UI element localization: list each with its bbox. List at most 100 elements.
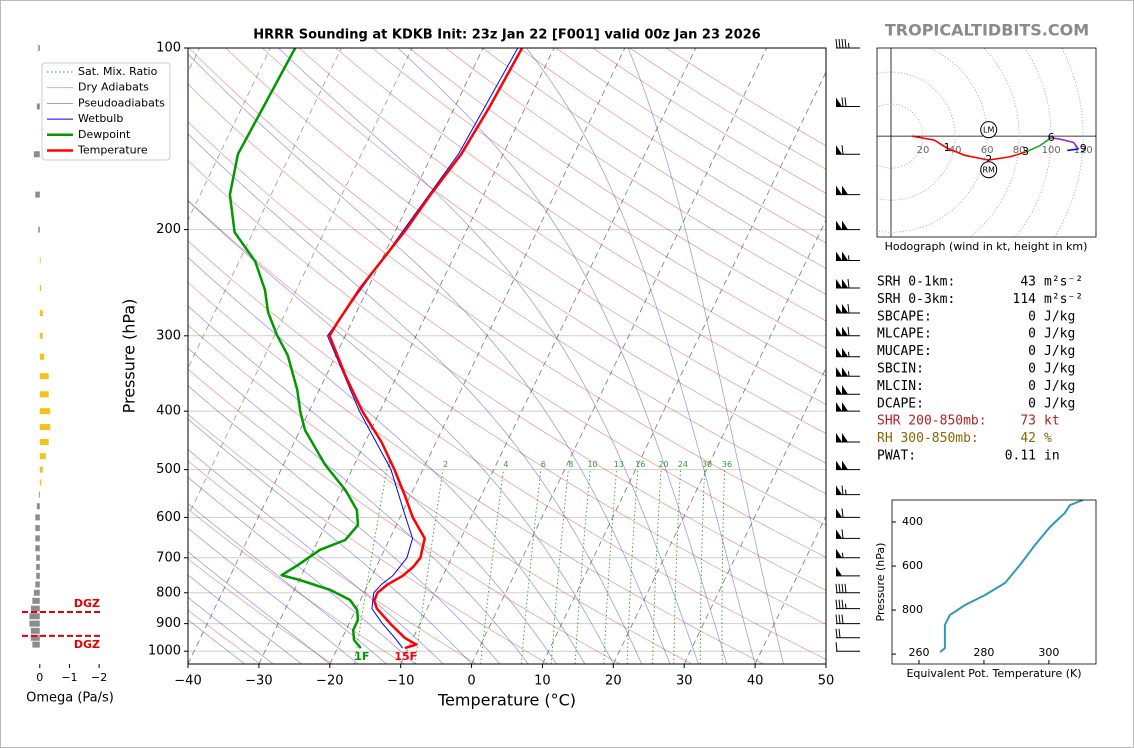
mixing-ratio-label: 1: [387, 460, 392, 469]
stat-value: 0: [1028, 362, 1036, 377]
omega-bar: [35, 525, 40, 532]
stat-label: MLCAPE:: [877, 327, 932, 342]
barb-flag: [836, 433, 842, 443]
wind-barb: [836, 460, 860, 471]
wind-barb: [836, 508, 860, 518]
x-tick-label: 10: [534, 674, 551, 689]
hodo-ring-label: 100: [1042, 145, 1061, 156]
omega-bar: [38, 45, 40, 51]
thetae-y-tick-label: 400: [902, 515, 923, 528]
pseudoadiabat: [627, 48, 784, 664]
dry-adiabat: [188, 460, 477, 664]
barb-half: [845, 603, 847, 609]
dry-adiabat: [188, 324, 692, 664]
legend-label: Dewpoint: [78, 128, 131, 141]
stat-unit: J/kg: [1044, 396, 1075, 411]
dry-adiabat: [188, 508, 405, 664]
mixing-ratio-label: 20: [658, 460, 668, 469]
pseudoadiabat: [188, 200, 614, 664]
x-tick-label: 40: [747, 674, 764, 689]
barb-feather: [838, 583, 841, 593]
barb-feather: [838, 38, 841, 49]
pseudoadiabat: [188, 53, 671, 664]
dry-adiabat: [372, 48, 826, 349]
barb-flag: [836, 326, 842, 336]
y-tick-label: 1000: [148, 644, 181, 659]
wind-barb: [836, 185, 860, 196]
stat-unit: m²s⁻²: [1044, 292, 1083, 307]
barb-feather: [841, 583, 844, 593]
mixing-ratio-line: [574, 469, 591, 664]
pseudoadiabat: [397, 48, 728, 664]
barb-half: [845, 489, 847, 495]
stat-value: 0.11: [1005, 449, 1036, 464]
barb-feather: [838, 628, 841, 638]
x-tick-label: 0: [467, 674, 475, 689]
isotherm: [188, 48, 342, 369]
mixing-ratio-line: [480, 469, 504, 664]
hodo-ring: [1014, 48, 1052, 237]
storm-motion-marker: [980, 161, 998, 179]
barb-flag: [842, 460, 848, 470]
omega-tick-label: −2: [91, 671, 107, 684]
wind-barb: [835, 614, 860, 625]
legend-label: Sat. Mix. Ratio: [78, 65, 158, 78]
y-tick-label: 400: [156, 404, 181, 419]
isotherm-grid-line: [542, 71, 826, 664]
storm-motion-marker: [980, 121, 998, 139]
mixing-ratio-label: 16: [635, 460, 645, 469]
stat-value: 114: [1013, 292, 1037, 307]
brand: TROPICALTIDBITS.COM: [885, 21, 1089, 40]
omega-bar: [36, 572, 40, 579]
barb-feather: [844, 38, 847, 49]
stat-label: RH 300-850mb:: [877, 431, 979, 446]
pseudoadiabat: [188, 527, 359, 664]
omega-bar: [39, 310, 43, 317]
mixing-ratio-label: 30: [702, 460, 712, 469]
dry-adiabat: [408, 48, 826, 322]
omega-bar: [36, 554, 40, 561]
hodo-ring-label: 20: [917, 145, 930, 156]
y-tick-label: 800: [156, 585, 181, 600]
omega-bar: [35, 545, 40, 552]
barb-flag: [836, 485, 842, 495]
mixing-ratio-label: 4: [503, 460, 508, 469]
stat-label: MUCAPE:: [877, 344, 932, 359]
omega-bar: [35, 514, 40, 521]
mixing-ratio-label: 8: [568, 460, 573, 469]
dry-adiabat: [188, 413, 549, 664]
omega-bar: [39, 391, 49, 398]
y-tick-label: 300: [156, 328, 181, 343]
barb-flag: [842, 433, 848, 443]
hodo-ring-label: 80: [1013, 145, 1026, 156]
stat-unit: J/kg: [1044, 327, 1075, 342]
legend-label: Wetbulb: [78, 112, 123, 125]
omega-tick-label: 0: [36, 671, 43, 684]
dry-adiabat: [188, 121, 826, 558]
hodo-trace: [1025, 137, 1052, 153]
pseudoadiabat: [188, 133, 643, 664]
barb-flag: [842, 385, 848, 395]
omega-bar: [36, 503, 40, 510]
omega-bar: [32, 597, 40, 604]
mixing-ratio-line: [520, 469, 542, 664]
thetae-x-tick-label: 260: [908, 646, 929, 659]
dry-adiabat: [188, 199, 826, 625]
omega-bar: [30, 634, 40, 641]
omega-bar: [30, 605, 40, 612]
barb-feather: [847, 326, 850, 336]
stat-value: 0: [1028, 309, 1036, 324]
omega-bar: [38, 226, 40, 233]
pseudoadiabat: [188, 385, 501, 664]
stat-unit: J/kg: [1044, 344, 1075, 359]
omega-bar: [33, 589, 40, 596]
hodograph-label: Hodograph (wind in kt, height in km): [885, 240, 1088, 253]
stat-unit: kt: [1044, 414, 1060, 429]
stat-value: 43: [1020, 275, 1036, 290]
stat-unit: %: [1044, 431, 1052, 446]
x-tick-label: 20: [605, 674, 622, 689]
omega-bar: [39, 332, 43, 339]
omega-bar: [35, 581, 40, 588]
wind-barb: [836, 220, 860, 231]
